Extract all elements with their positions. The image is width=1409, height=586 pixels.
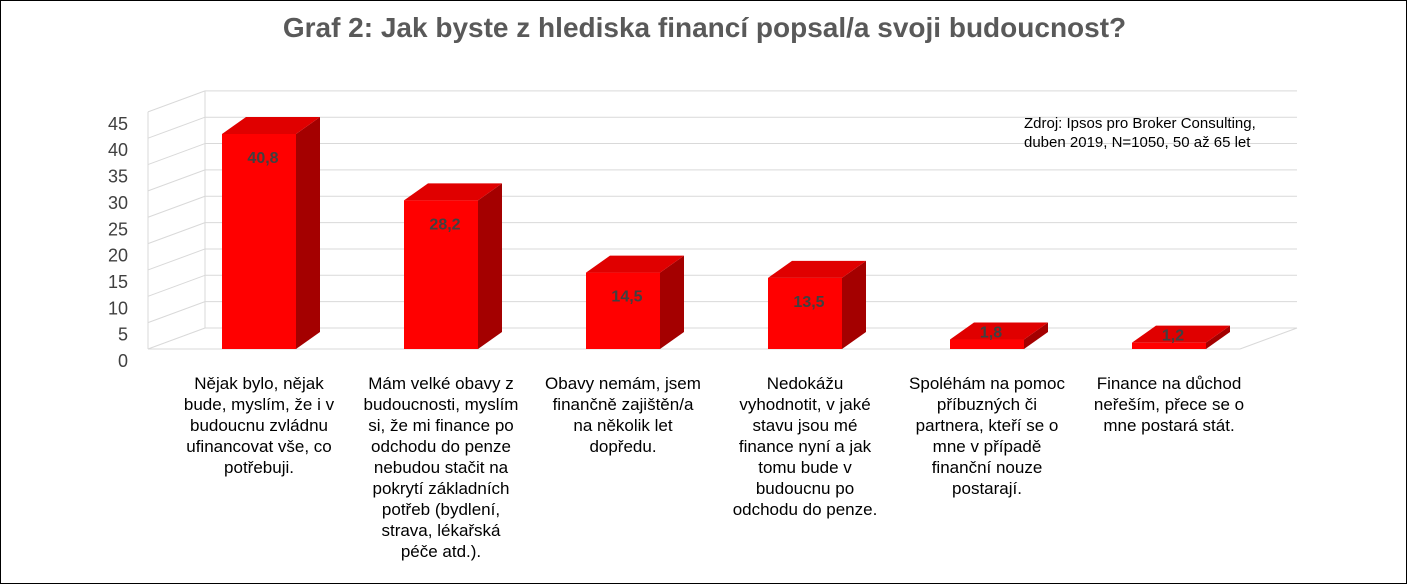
bar-side (660, 255, 684, 349)
bar-side (296, 116, 320, 349)
y-tick-label: 40 (108, 140, 128, 160)
gridline-side (147, 301, 206, 324)
gridline-side (147, 90, 206, 113)
bar-front (222, 133, 296, 349)
bar-front (404, 200, 478, 349)
y-tick-label: 25 (108, 219, 128, 239)
bar-side (478, 183, 502, 349)
x-category-label: Spoléhám na pomoc příbuzných či partnera… (909, 374, 1065, 498)
bar-top (404, 183, 502, 201)
bar-top (586, 255, 684, 273)
source-line-1: Zdroj: Ipsos pro Broker Consulting, (1024, 115, 1256, 132)
source-annotation: Zdroj: Ipsos pro Broker Consulting, dube… (1024, 114, 1256, 152)
x-category-label: Finance na důchod neřeším, přece se o mn… (1093, 374, 1245, 435)
bar-top (950, 322, 1048, 340)
bar-front (586, 272, 660, 349)
source-line-2: duben 2019, N=1050, 50 až 65 let (1024, 134, 1251, 151)
bar-top (768, 260, 866, 278)
data-label: 1,2 (1162, 328, 1184, 345)
data-label: 1,8 (980, 325, 1002, 342)
bar-side (1206, 325, 1230, 349)
y-tick-label: 20 (108, 246, 128, 266)
y-tick-label: 15 (108, 272, 128, 292)
y-tick-label: 30 (108, 193, 128, 213)
floor-side-edge (1239, 327, 1298, 350)
gridline-side (147, 327, 206, 350)
y-tick-label: 0 (118, 351, 128, 371)
y-tick-label: 35 (108, 167, 128, 187)
data-label: 13,5 (793, 294, 824, 311)
bar-side (842, 260, 866, 349)
x-category-label: Nějak bylo, nějak bude, myslím, že i v b… (183, 374, 335, 477)
bar-top (222, 116, 320, 134)
bar-front (768, 277, 842, 349)
bar-front (1132, 342, 1206, 349)
gridline-side (147, 222, 206, 245)
data-label: 40,8 (247, 150, 278, 167)
gridline-side (147, 169, 206, 192)
gridline-side (147, 274, 206, 297)
data-label: 14,5 (611, 289, 642, 306)
y-tick-label: 5 (118, 325, 128, 345)
gridline-side (147, 195, 206, 218)
bar-front (950, 339, 1024, 349)
y-tick-label: 10 (108, 298, 128, 318)
x-category-label: Mám velké obavy z budoucnosti, myslím si… (363, 374, 519, 561)
gridline-side (147, 116, 206, 139)
bar-side (1024, 322, 1048, 349)
data-label: 28,2 (429, 216, 460, 233)
chart-title: Graf 2: Jak byste z hlediska financí pop… (282, 12, 1127, 43)
x-category-label: Nedokážu vyhodnotit, v jaké stavu jsou m… (732, 374, 878, 519)
bar-top (1132, 325, 1230, 343)
gridline-side (147, 248, 206, 271)
x-category-label: Obavy nemám, jsem finančně zajištěn/a na… (545, 374, 701, 456)
y-tick-label: 45 (108, 114, 128, 134)
gridline-side (147, 143, 206, 166)
